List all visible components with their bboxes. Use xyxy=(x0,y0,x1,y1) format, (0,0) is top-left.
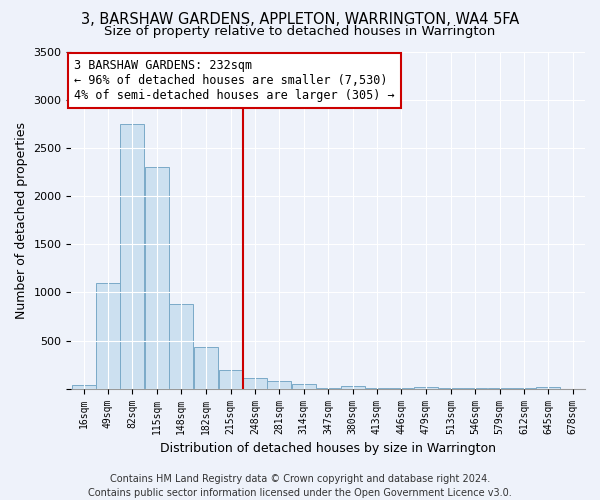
Bar xyxy=(219,370,242,388)
Bar xyxy=(145,167,169,388)
Bar xyxy=(536,387,560,388)
Bar xyxy=(96,282,120,389)
Bar xyxy=(243,378,267,388)
Bar xyxy=(194,348,218,389)
Bar xyxy=(121,124,145,388)
Y-axis label: Number of detached properties: Number of detached properties xyxy=(15,122,28,318)
X-axis label: Distribution of detached houses by size in Warrington: Distribution of detached houses by size … xyxy=(160,442,496,455)
Bar xyxy=(341,386,365,388)
Bar xyxy=(268,382,292,388)
Bar xyxy=(169,304,193,388)
Bar xyxy=(414,387,437,388)
Bar xyxy=(71,385,95,388)
Bar xyxy=(292,384,316,388)
Text: 3, BARSHAW GARDENS, APPLETON, WARRINGTON, WA4 5FA: 3, BARSHAW GARDENS, APPLETON, WARRINGTON… xyxy=(81,12,519,28)
Text: Contains HM Land Registry data © Crown copyright and database right 2024.
Contai: Contains HM Land Registry data © Crown c… xyxy=(88,474,512,498)
Text: Size of property relative to detached houses in Warrington: Size of property relative to detached ho… xyxy=(104,25,496,38)
Text: 3 BARSHAW GARDENS: 232sqm
← 96% of detached houses are smaller (7,530)
4% of sem: 3 BARSHAW GARDENS: 232sqm ← 96% of detac… xyxy=(74,59,395,102)
